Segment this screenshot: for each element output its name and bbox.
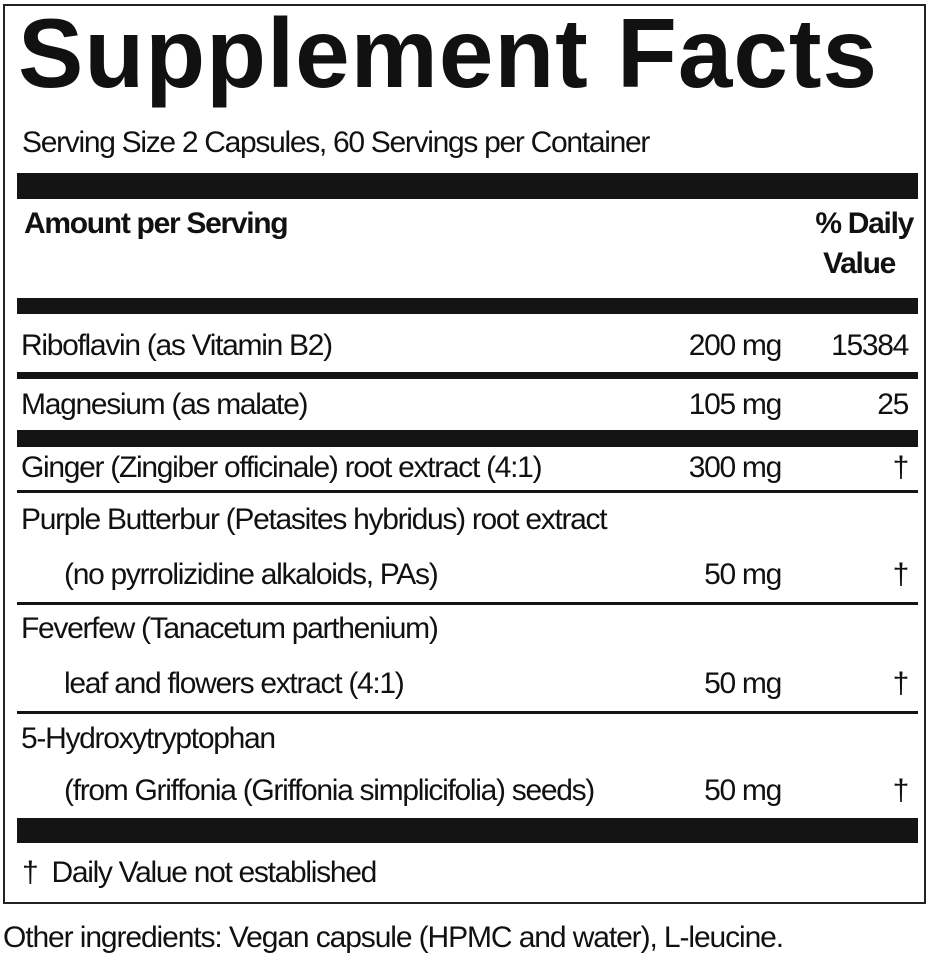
- row-name: Riboflavin (as Vitamin B2): [21, 329, 333, 362]
- daily-value-header-1: % Daily: [815, 207, 914, 240]
- row-name-cont: (from Griffonia (Griffonia simplicifolia…: [64, 774, 595, 807]
- row-name: Magnesium (as malate): [21, 388, 308, 421]
- row-dv: †: [892, 451, 910, 484]
- divider: [17, 602, 918, 605]
- divider: [17, 490, 918, 493]
- row-name-cont: leaf and flowers extract (4:1): [64, 667, 405, 700]
- divider: [17, 298, 918, 314]
- row-amount: 105 mg: [688, 388, 783, 421]
- daily-value-header-2: Value: [823, 247, 896, 280]
- row-name: Ginger (Zingiber officinale) root extrac…: [21, 451, 543, 484]
- row-amount: 50 mg: [704, 774, 782, 807]
- amount-per-serving-header: Amount per Serving: [24, 207, 289, 240]
- divider: [17, 430, 918, 447]
- row-name: 5-Hydroxytryptophan: [21, 722, 276, 755]
- footnote: † Daily Value not established: [22, 856, 377, 889]
- divider: [17, 372, 918, 379]
- row-amount: 50 mg: [704, 558, 782, 591]
- supplement-facts-panel: [3, 4, 926, 904]
- divider: [17, 711, 918, 714]
- row-amount: 50 mg: [704, 667, 782, 700]
- row-name: Purple Butterbur (Petasites hybridus) ro…: [21, 503, 608, 536]
- row-dv: †: [892, 774, 910, 807]
- row-name: Feverfew (Tanacetum parthenium): [21, 612, 439, 645]
- other-ingredients: Other ingredients: Vegan capsule (HPMC a…: [3, 921, 784, 954]
- panel-title: Supplement Facts: [18, 0, 879, 108]
- row-amount: 200 mg: [688, 329, 783, 362]
- divider: [17, 173, 918, 199]
- row-dv: 15384: [831, 329, 909, 362]
- divider: [17, 818, 918, 843]
- serving-size: Serving Size 2 Capsules, 60 Servings per…: [22, 126, 650, 159]
- row-amount: 300 mg: [688, 451, 783, 484]
- row-name-cont: (no pyrrolizidine alkaloids, PAs): [64, 558, 439, 591]
- row-dv: 25: [877, 388, 909, 421]
- row-dv: †: [892, 667, 910, 700]
- row-dv: †: [892, 558, 910, 591]
